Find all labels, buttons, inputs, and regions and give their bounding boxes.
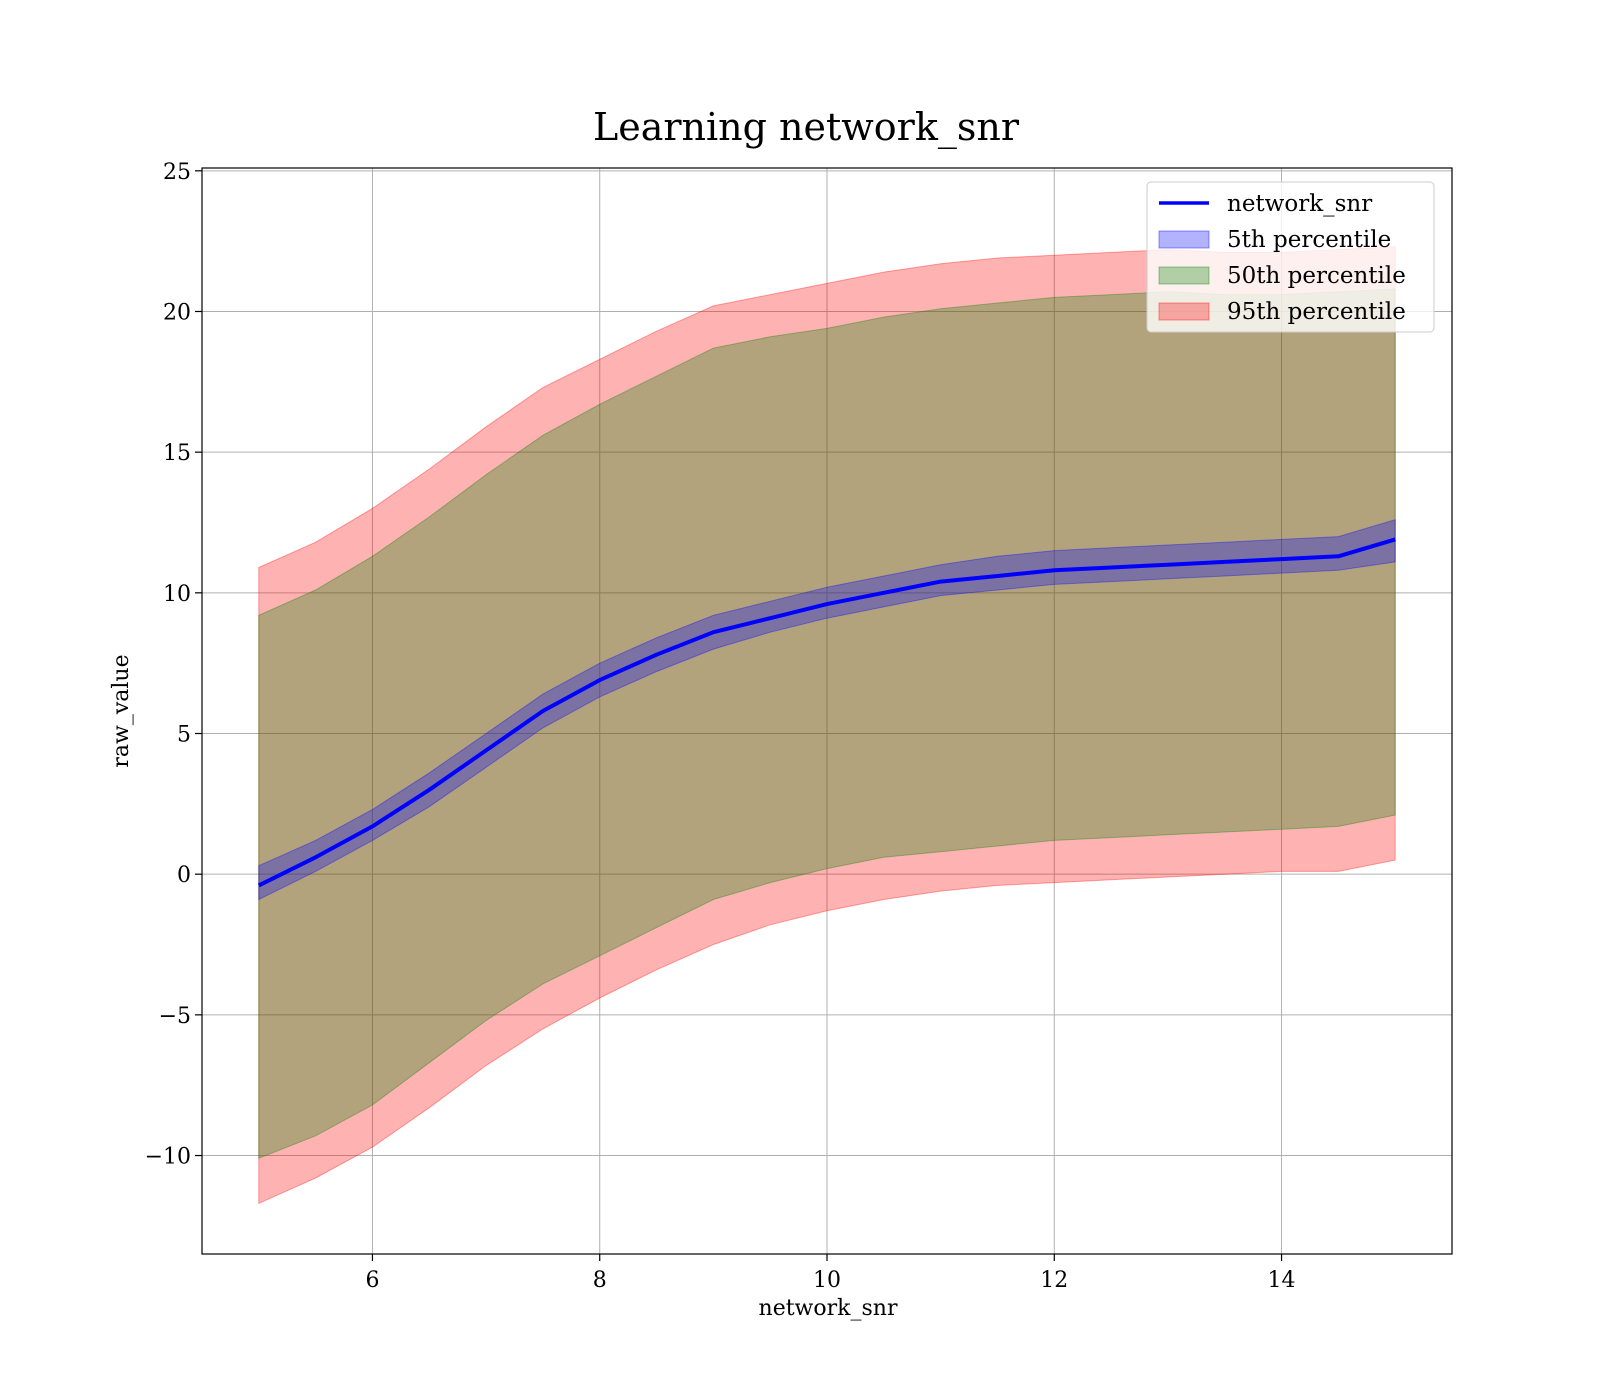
y-tick-label: −10 (145, 1145, 191, 1170)
y-tick-label: 15 (163, 441, 191, 466)
y-tick-label: −5 (159, 1004, 191, 1029)
x-tick-label: 10 (813, 1268, 841, 1293)
y-tick-label: 5 (177, 723, 191, 748)
legend-label: 5th percentile (1227, 227, 1391, 253)
x-axis-label: network_snr (759, 1296, 898, 1321)
y-tick-label: 10 (163, 582, 191, 607)
band-50th-percentile (258, 288, 1396, 1160)
y-tick-label: 20 (163, 300, 191, 325)
band-95th-percentile (258, 246, 1396, 1205)
x-tick-label: 8 (593, 1268, 607, 1293)
x-tick-label: 14 (1268, 1268, 1296, 1293)
grid-lines (202, 168, 1452, 1254)
legend-patch-swatch (1158, 302, 1210, 321)
network-snr-line (257, 537, 1396, 888)
legend-label: 95th percentile (1227, 299, 1406, 325)
legend-label: 50th percentile (1227, 263, 1406, 289)
x-tick-label: 6 (365, 1268, 379, 1293)
legend-patch-swatch (1158, 266, 1210, 285)
legend: network_snr 5th percentile 50th percentile… (1146, 181, 1435, 333)
chart-title: Learning network_snr (593, 105, 1020, 150)
axis-ticks: 6 8 10 12 14 −10 −5 0 5 10 15 20 25 (145, 160, 1296, 1293)
legend-patch-swatch (1158, 230, 1210, 249)
y-tick-label: 0 (177, 863, 191, 888)
legend-label: network_snr (1227, 191, 1372, 217)
series-lines (257, 537, 1396, 888)
x-tick-label: 12 (1040, 1268, 1068, 1293)
y-axis-label: raw_value (109, 654, 134, 767)
y-tick-label: 25 (163, 160, 191, 185)
legend-box (1146, 181, 1435, 333)
